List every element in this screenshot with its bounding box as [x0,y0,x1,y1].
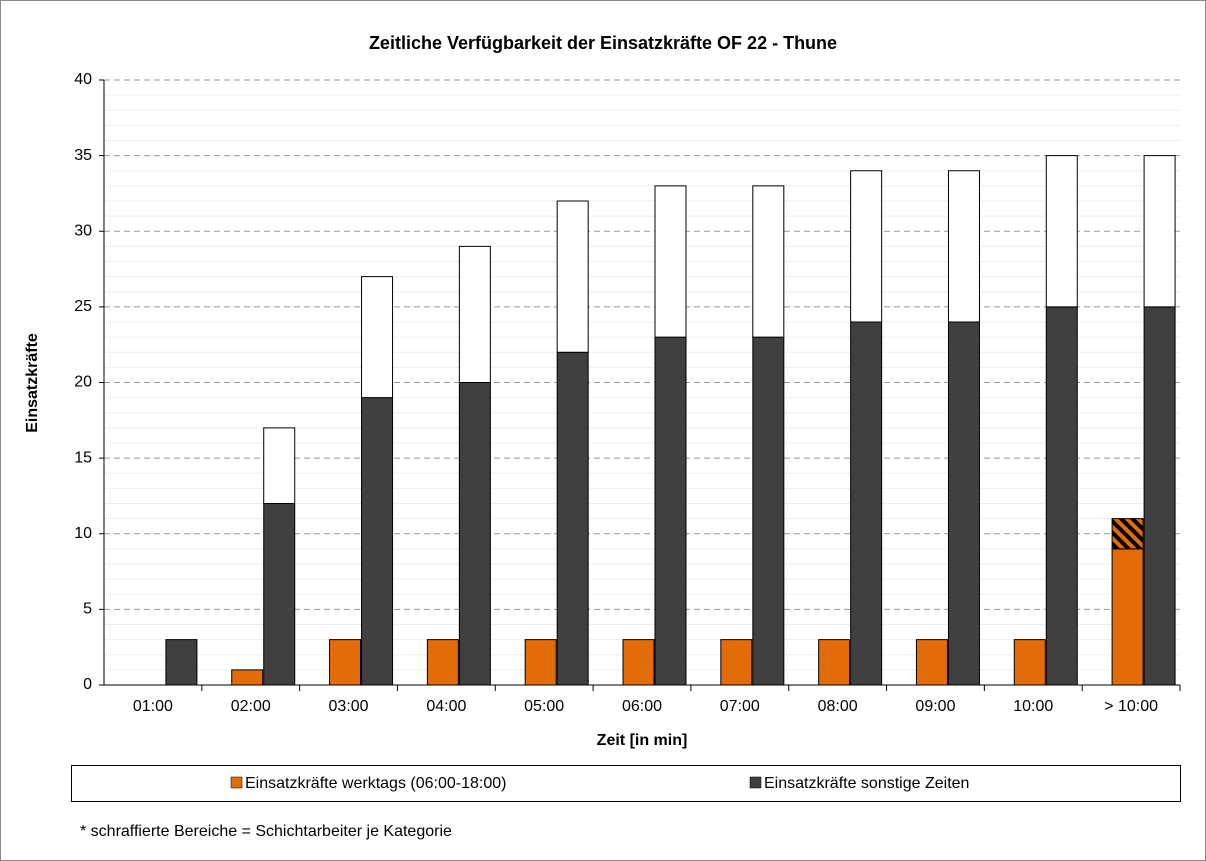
y-axis-label: Einsatzkräfte [24,333,41,433]
bar [850,321,883,686]
bar [752,336,785,686]
y-tick-label: 40 [74,71,92,88]
bar [720,639,753,686]
stacked-bar [1111,518,1144,550]
bar [947,321,980,686]
x-tick-label: 10:00 [1013,698,1053,715]
y-tick-label: 25 [74,298,92,315]
stacked-bar [1045,155,1078,308]
stacked-bar [850,170,883,323]
bar [654,336,687,686]
x-tick-label: 03:00 [329,698,369,715]
stacked-bar [361,276,394,399]
bar [818,639,851,686]
stacked-bar [1143,155,1176,308]
bar [426,639,459,686]
bar [524,639,557,686]
stacked-bar [654,185,687,338]
y-tick-label: 20 [74,374,92,391]
bar [165,639,198,686]
stacked-bar [752,185,785,338]
bar [231,669,264,686]
footnote: * schraffierte Bereiche = Schichtarbeite… [80,823,452,840]
x-tick-label: 01:00 [133,698,173,715]
bar [1111,548,1144,686]
x-tick-label: > 10:00 [1104,698,1158,715]
y-tick-label: 30 [74,222,92,239]
legend-label: Einsatzkräfte sonstige Zeiten [764,775,969,792]
bar [915,639,948,686]
x-tick-label: 05:00 [524,698,564,715]
bar [1143,306,1176,686]
stacked-bar [263,427,296,504]
stacked-bar [947,170,980,323]
x-tick-label: 07:00 [720,698,760,715]
y-tick-label: 35 [74,147,92,164]
bar [329,639,362,686]
legend-swatch [749,776,762,789]
bar [263,503,296,686]
stacked-bar [556,200,589,353]
y-tick-label: 0 [83,676,92,693]
chart-title: Zeitliche Verfügbarkeit der Einsatzkräft… [369,33,837,53]
x-tick-label: 08:00 [818,698,858,715]
y-tick-label: 5 [83,601,92,618]
x-tick-label: 09:00 [915,698,955,715]
bar [622,639,655,686]
bar [458,382,491,686]
bar [1013,639,1046,686]
bar [1045,306,1078,686]
legend-swatch [230,776,243,789]
x-axis-label: Zeit [in min] [597,732,688,749]
legend-label: Einsatzkräfte werktags (06:00-18:00) [245,775,506,792]
x-tick-label: 04:00 [426,698,466,715]
y-tick-label: 10 [74,525,92,542]
bar [361,397,394,686]
x-tick-label: 06:00 [622,698,662,715]
x-tick-label: 02:00 [231,698,271,715]
legend-box [71,765,1181,802]
y-tick-label: 15 [74,449,92,466]
bar [556,351,589,686]
stacked-bar [458,245,491,383]
